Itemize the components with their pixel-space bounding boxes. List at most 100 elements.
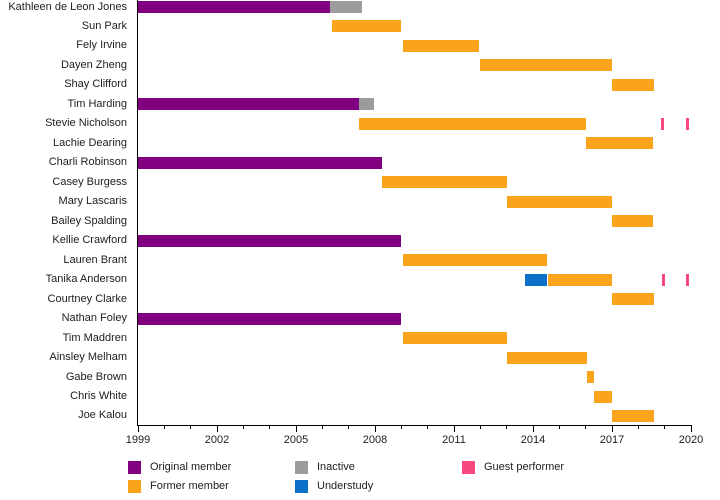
x-axis-minor-tick [163,425,165,429]
member-name-label: Ainsley Melham [49,351,127,364]
x-axis-minor-tick [269,425,271,429]
legend-label: Guest performer [484,461,565,473]
guest-performer-marker [686,273,689,286]
x-axis-tick-label: 2005 [283,434,309,446]
member-name-label: Mary Lascaris [58,195,127,208]
timeline-bar-original [138,234,402,247]
timeline-bar-original [138,156,382,169]
x-axis-tick-label: 2017 [599,434,625,446]
legend-item-understudy: Understudy [295,480,373,493]
timeline-bar-former [585,137,653,150]
member-name-label: Stevie Nicholson [45,117,127,130]
x-axis-minor-tick [637,425,639,429]
x-axis-tick-label: 2008 [362,434,388,446]
x-axis-major-tick [690,425,692,432]
guest-performer-marker [662,273,666,286]
legend-item-original: Original member [128,461,231,474]
x-axis-minor-tick [427,425,429,429]
timeline-bar-inactive [330,1,362,13]
legend-label: Original member [150,461,232,473]
timeline-bar-former [402,332,507,345]
guest-performer-marker [661,117,664,130]
legend-item-former: Former member [128,480,229,493]
timeline-bar-original [138,312,402,325]
x-axis-major-tick [137,425,139,432]
timeline-bar-former [593,390,612,403]
x-axis-minor-tick [664,425,666,429]
member-name-label: Tanika Anderson [45,273,127,286]
member-name-label: Kathleen de Leon Jones [8,0,127,13]
timeline-bar-former [612,78,655,91]
x-axis-major-tick [453,425,455,432]
member-name-label: Tim Maddren [62,331,127,344]
member-name-label: Lauren Brant [63,253,127,266]
legend-label: Understudy [317,480,374,492]
x-axis-minor-tick [242,425,244,429]
member-name-label: Chris White [70,390,127,403]
legend-swatch-original [128,461,141,474]
x-axis-minor-tick [348,425,350,429]
x-axis-major-tick [611,425,613,432]
x-axis-tick-label: 2020 [678,434,704,446]
timeline-bar-former [587,371,594,384]
legend: Original member Former member Inactive Unde… [0,458,720,500]
timeline-bar-former [331,20,402,33]
timeline-bar-former [547,273,612,286]
member-name-label: Fely Irvine [76,39,127,52]
member-name-label: Nathan Foley [61,312,127,325]
legend-label: Former member [150,480,229,492]
member-name-label: Tim Harding [67,97,128,110]
x-axis-tick-label: 2014 [520,434,546,446]
legend-swatch-former [128,480,141,493]
member-name-label: Charli Robinson [48,156,127,169]
member-name-label: Dayen Zheng [60,58,127,71]
timeline-bar-original [138,1,331,13]
x-axis-major-tick [374,425,376,432]
timeline-bar-original [138,98,360,111]
member-name-label: Casey Burgess [52,175,127,188]
x-axis-minor-tick [506,425,508,429]
x-axis-major-tick [532,425,534,432]
legend-swatch-inactive [295,461,308,474]
x-axis-minor-tick [190,425,192,429]
member-name-label: Sun Park [81,19,127,32]
timeline-bar-former [506,351,587,364]
x-axis-minor-tick [585,425,587,429]
x-axis-tick-label: 2011 [442,434,466,446]
x-axis-major-tick [216,425,218,432]
legend-item-guest: Guest performer [462,461,564,474]
names-column: Kathleen de Leon Jones Sun Park Fely Irvin… [0,0,127,425]
member-name-label: Courtney Clarke [47,292,127,305]
timeline-bar-former [359,117,586,130]
timeline-bar-former [612,215,653,228]
member-name-label: Joe Kalou [78,409,127,422]
timeline-bar-former [612,293,655,306]
member-name-label: Lachie Dearing [53,136,127,149]
x-axis-tick-label: 1999 [125,434,151,446]
member-name-label: Shay Clifford [64,78,127,91]
x-axis-major-tick [295,425,297,432]
timeline-bar-understudy [525,273,548,286]
legend-item-inactive: Inactive [295,461,355,474]
timeline-bar-former [402,39,479,52]
timeline-bar-former [402,254,548,267]
member-name-label: Kellie Crawford [52,234,127,247]
legend-swatch-guest [462,461,475,474]
x-axis-minor-tick [479,425,481,429]
timeline-bar-former [612,409,655,422]
member-name-label: Gabe Brown [65,370,127,383]
timeline-bar-former [506,195,612,208]
x-axis-minor-tick [558,425,560,429]
plot-area: 1999 2002 2005 2008 2011 2014 2017 2020 [126,0,703,446]
x-axis-minor-tick [400,425,402,429]
timeline-bar-former [480,59,612,72]
legend-swatch-understudy [295,480,308,493]
legend-label: Inactive [317,461,355,473]
timeline-bar-former [381,176,507,189]
x-axis-minor-tick [321,425,323,429]
x-axis-tick-label: 2002 [204,434,230,446]
member-name-label: Bailey Spalding [51,214,127,227]
timeline-bar-inactive [359,98,374,111]
guest-performer-marker [686,117,689,130]
